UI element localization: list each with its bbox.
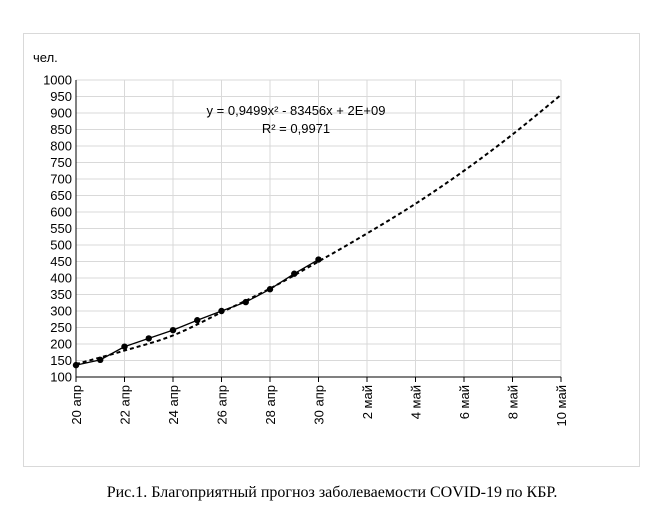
y-tick-label: 100 (50, 370, 72, 385)
x-tick-label: 6 май (457, 385, 472, 419)
data-point (72, 361, 80, 369)
data-point (291, 270, 298, 277)
x-tick-label: 10 май (554, 385, 569, 427)
x-tick-label: 22 апр (118, 385, 133, 425)
x-tick-label: 8 май (506, 385, 521, 419)
y-tick-label: 450 (50, 254, 72, 269)
y-tick-label: 400 (50, 271, 72, 286)
chart-frame: чел. 100 150 200 250 300 350 400 450 500 550 600 65… (23, 33, 640, 467)
data-point (194, 317, 201, 324)
series-line (75, 258, 319, 366)
data-point (218, 307, 225, 315)
y-axis-unit: чел. (33, 50, 58, 65)
y-tick-label: 1000 (43, 73, 72, 88)
x-tick-labels: 20 апр 22 апр 24 апр 26 апр 28 апр 30 апр 2 ма… (69, 385, 569, 427)
x-tick-label: 28 апр (263, 385, 278, 425)
y-tick-label: 500 (50, 238, 72, 253)
x-tick-label: 24 апр (166, 385, 181, 425)
data-points (72, 256, 322, 369)
y-tick-label: 550 (50, 221, 72, 236)
y-tick-label: 900 (50, 106, 72, 121)
y-tick-label: 350 (50, 287, 72, 302)
y-tick-label: 700 (50, 172, 72, 187)
y-tick-label: 650 (50, 188, 72, 203)
trendline (75, 94, 562, 366)
trendline-equation: y = 0,9499x² - 83456x + 2E+09 (207, 103, 386, 118)
data-point (97, 356, 104, 364)
trendline-r-squared: R² = 0,9971 (262, 121, 330, 136)
y-tick-label: 950 (50, 89, 72, 104)
x-tick-label: 4 май (409, 385, 424, 419)
x-tick-label: 20 апр (69, 385, 84, 425)
y-tick-label: 150 (50, 353, 72, 368)
x-tick-label: 2 май (360, 385, 375, 419)
data-point (145, 335, 152, 342)
x-tick-label: 30 апр (312, 385, 327, 425)
series-polyline (75, 258, 319, 366)
y-tick-label: 850 (50, 122, 72, 137)
y-tick-label: 200 (50, 337, 72, 352)
trendline-path (75, 94, 562, 366)
y-tick-label: 300 (50, 304, 72, 319)
y-tick-label: 800 (50, 139, 72, 154)
y-tick-label: 250 (50, 320, 72, 335)
x-tick-label: 26 апр (215, 385, 230, 425)
y-tick-label: 750 (50, 155, 72, 170)
data-point (315, 256, 322, 263)
figure-caption: Рис.1. Благоприятный прогноз заболеваемо… (106, 484, 558, 501)
grid (76, 79, 562, 377)
data-point (169, 326, 177, 334)
axes (75, 80, 562, 382)
data-point (266, 286, 274, 293)
data-point (121, 343, 128, 350)
y-tick-label: 600 (50, 205, 72, 220)
data-point (242, 298, 249, 306)
